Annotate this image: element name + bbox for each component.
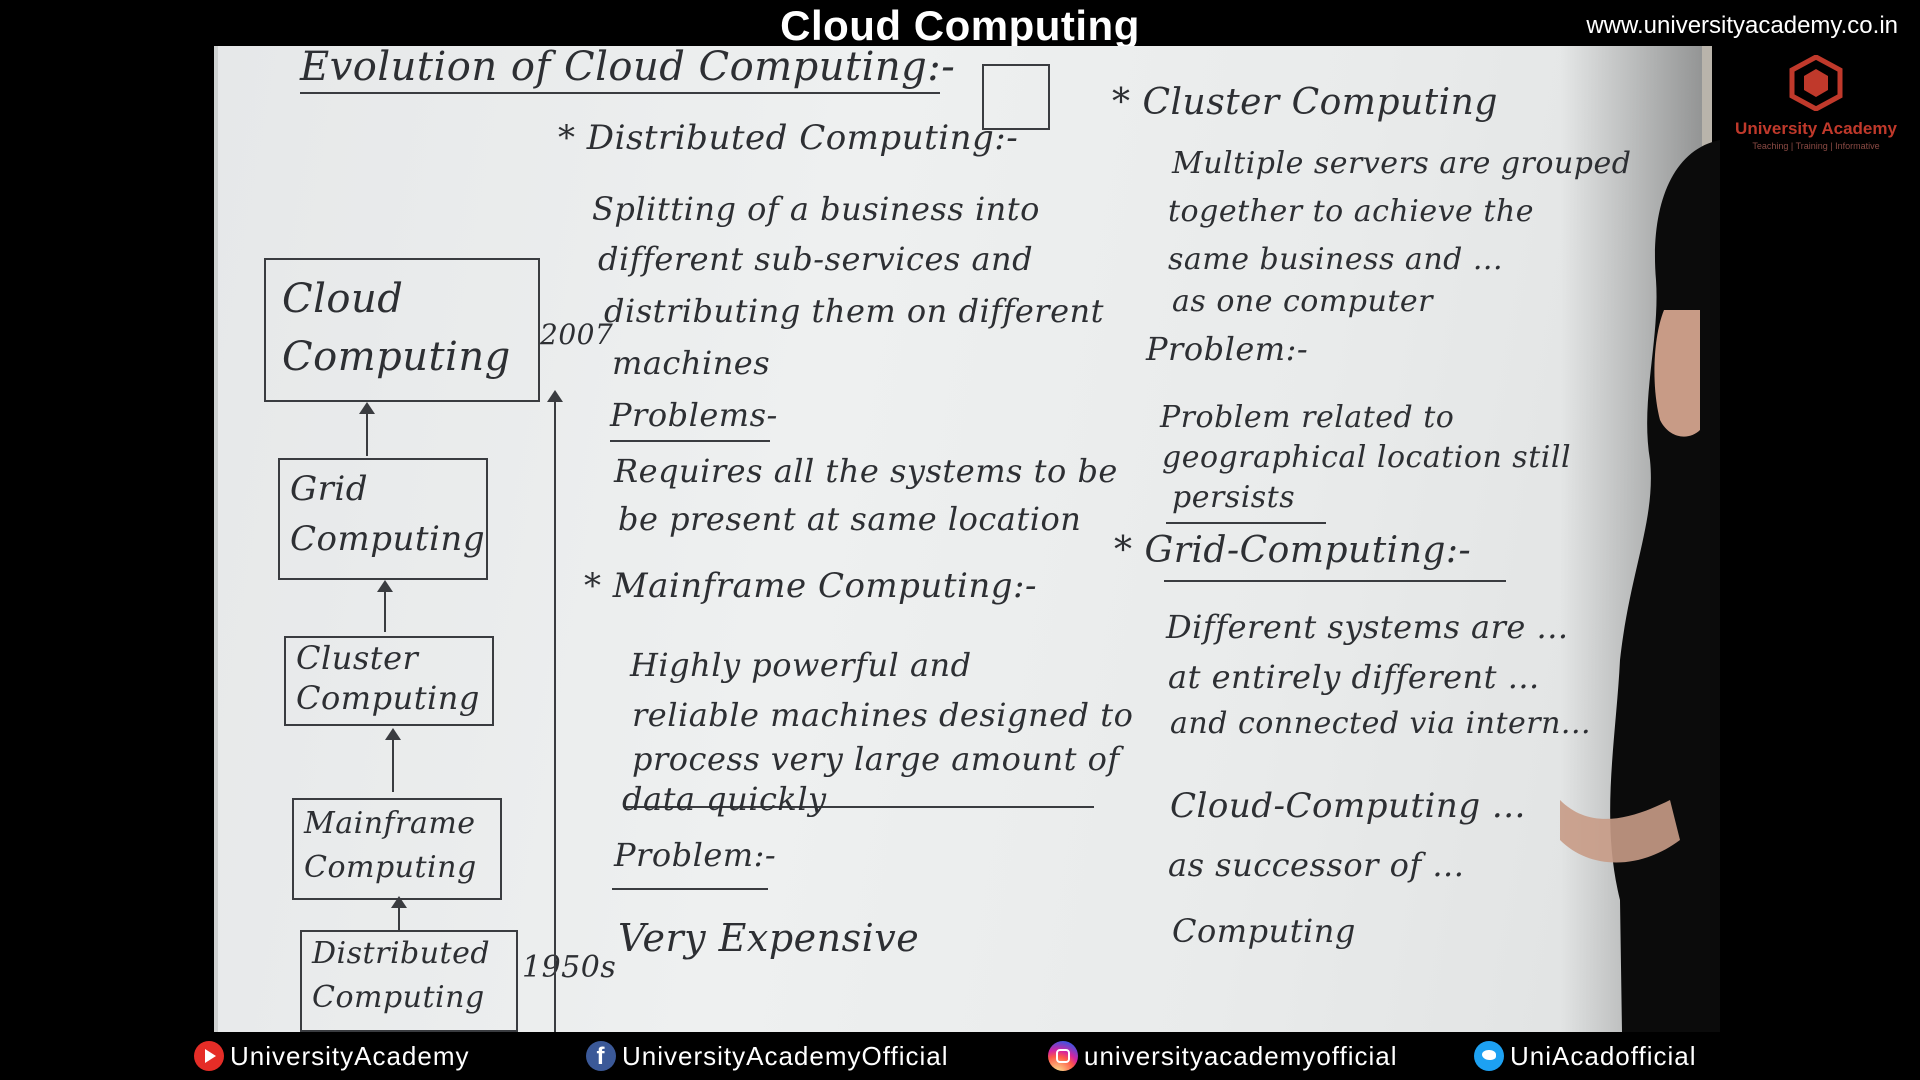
cluster-line-3: same business and ... [1168,242,1503,277]
cloud-line-3: Computing [1172,912,1356,950]
grid-line-1: Different systems are ... [1166,608,1569,646]
board-heading: Evolution of Cloud Computing:- [300,44,956,90]
cluster-line-1: Multiple servers are grouped [1172,146,1632,181]
timeline-box-distributed: Distributed Computing [300,930,518,1032]
timeline-label-mainframe: Mainframe Computing [304,806,477,885]
cluster-line-4: as one computer [1172,284,1433,319]
distributed-problem-2: be present at same location [618,500,1082,538]
cloud-line-2: as successor of ... [1168,846,1465,884]
timeline-box-cluster: Cluster Computing [284,636,494,726]
grid-line-2: at entirely different ... [1168,658,1540,696]
cloud-line-1: Cloud-Computing ... [1170,786,1526,826]
logo-name: University Academy [1735,119,1897,138]
twitter-icon [1474,1041,1504,1071]
logo-tagline: Teaching | Training | Informative [1752,141,1880,151]
distributed-problems-label: Problems- [610,396,778,434]
video-title: Cloud Computing [780,2,1140,49]
timeline-label-cluster: Cluster Computing [296,639,480,717]
timeline-box-mainframe: Mainframe Computing [292,798,502,900]
distributed-line-1: Splitting of a business into [592,190,1040,228]
drawn-square [982,64,1050,130]
mainframe-heading: * Mainframe Computing:- [584,566,1037,606]
mainframe-line-4: data quickly [622,780,827,818]
university-academy-logo: University Academy Teaching | Training |… [1733,54,1899,155]
presenter-figure [1560,140,1720,1032]
persists-underline [1166,522,1326,524]
arrow-up-icon [359,402,375,456]
year-top: 2007 [540,318,614,351]
youtube-handle: UniversityAcademy [230,1040,470,1071]
grid-underline [1164,580,1506,582]
mainframe-line-3: process very large amount of [632,740,1120,778]
cluster-problem-2: geographical location still [1162,440,1572,475]
mainframe-line-1: Highly powerful and [630,646,972,684]
problems-underline [610,440,770,442]
social-facebook[interactable]: f UniversityAcademyOfficial [586,1032,949,1080]
arrow-up-icon [391,896,407,930]
cluster-problem-3: persists [1172,480,1296,515]
distributed-heading: * Distributed Computing:- [558,118,1019,158]
social-twitter[interactable]: UniAcadofficial [1474,1032,1697,1080]
timeline-long-arrow-icon [547,390,563,1032]
arrow-up-icon [385,728,401,792]
youtube-icon [194,1041,224,1071]
mainframe-line-2: reliable machines designed to [632,696,1134,734]
mainframe-problem: Very Expensive [618,916,920,960]
distributed-problem-1: Requires all the systems to be [614,452,1118,490]
website-url: www.universityacademy.co.in [1586,12,1898,39]
facebook-icon: f [586,1041,616,1071]
cluster-line-2: together to achieve the [1168,194,1534,229]
timeline-box-grid: Grid Computing [278,458,488,580]
cluster-heading: * Cluster Computing [1112,82,1498,123]
social-youtube[interactable]: UniversityAcademy [194,1032,470,1080]
twitter-handle: UniAcadofficial [1510,1040,1697,1071]
year-bottom: 1950s [522,950,617,985]
hexagon-logo-icon [1789,54,1843,112]
timeline-label-distributed: Distributed Computing [312,936,491,1015]
grid-line-3: and connected via intern... [1170,706,1592,741]
cluster-problem-label: Problem:- [1146,330,1309,368]
distributed-line-3: distributing them on different [604,292,1104,330]
timeline-label-grid: Grid Computing [290,469,486,559]
timeline-box-cloud: Cloud Computing [264,258,540,402]
facebook-handle: UniversityAcademyOfficial [622,1040,949,1071]
distributed-line-4: machines [612,344,771,382]
mainframe-underline [626,806,1094,808]
heading-underline [300,92,940,94]
distributed-line-2: different sub-services and [598,240,1034,278]
grid-heading: * Grid-Computing:- [1114,530,1472,571]
instagram-handle: universityacademyofficial [1084,1040,1398,1071]
cluster-problem-1: Problem related to [1160,400,1455,435]
timeline-label-cloud: Cloud Computing [282,276,511,380]
social-instagram[interactable]: universityacademyofficial [1048,1032,1398,1080]
arrow-up-icon [377,580,393,632]
mainframe-problem-label: Problem:- [614,836,777,874]
instagram-icon [1048,1041,1078,1071]
mainframe-problem-underline [612,888,768,890]
whiteboard [214,46,1706,1032]
